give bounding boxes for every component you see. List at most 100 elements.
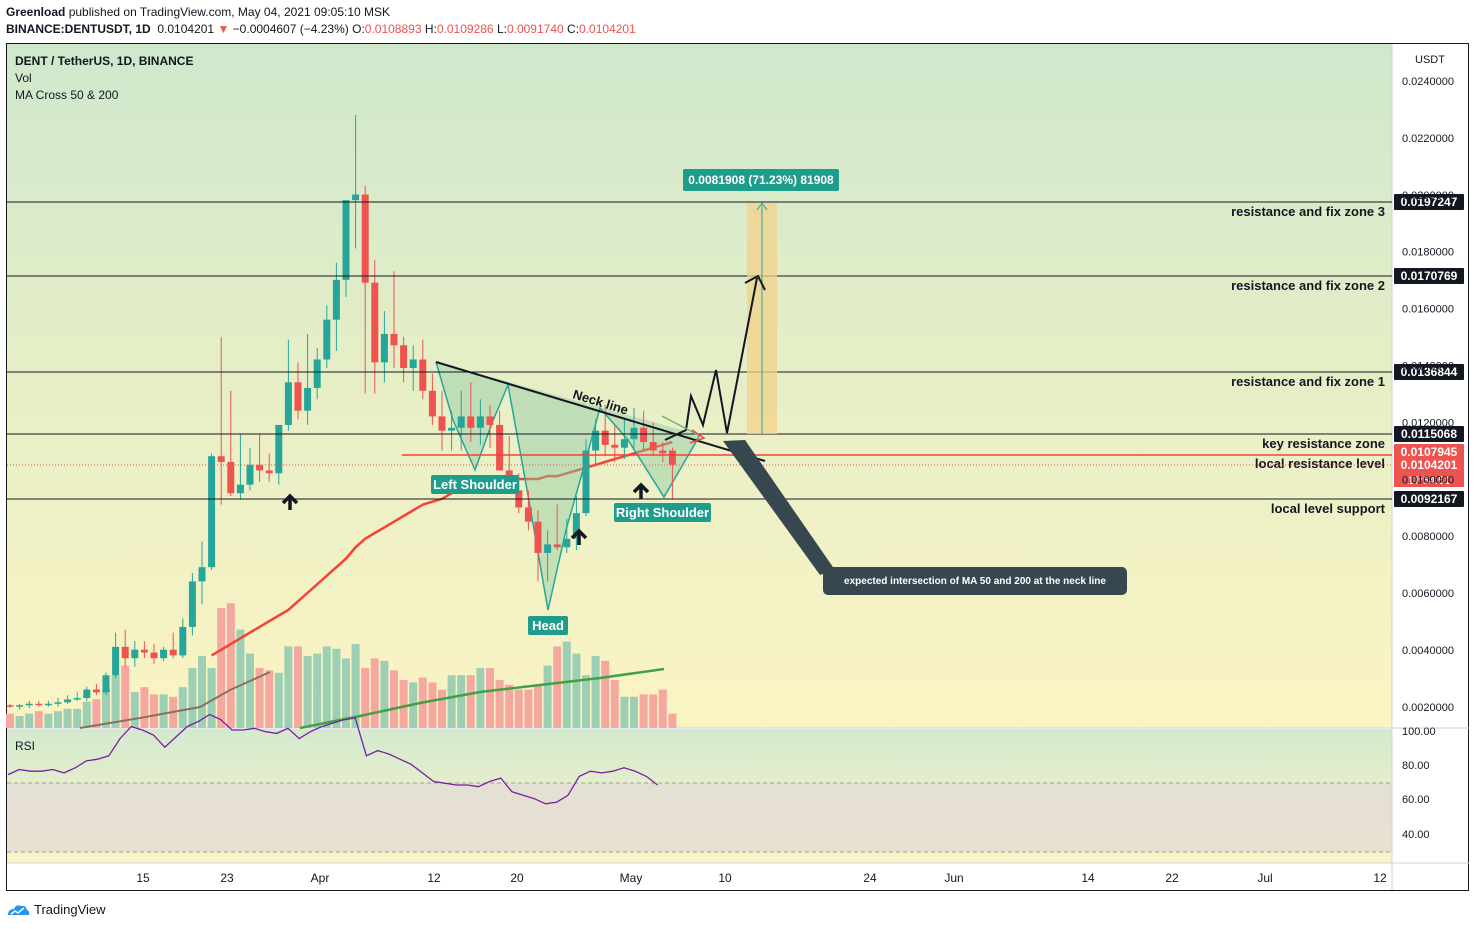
volume-bar (649, 694, 658, 728)
candle-body (419, 359, 427, 391)
level-price-tag (1394, 268, 1464, 284)
up-arrow-icon (570, 528, 588, 545)
measure-arrowhead (756, 202, 768, 211)
time-tick-label: 14 (1081, 871, 1095, 885)
candle-body (83, 689, 91, 699)
candle-body (630, 427, 638, 440)
candle-body (188, 581, 196, 627)
projection-path (664, 277, 758, 441)
volume-bar (342, 658, 350, 728)
legend-title: DENT / TetherUS, 1D, BINANCE (15, 54, 193, 68)
volume-bar (236, 629, 245, 728)
volume-bar (457, 675, 466, 728)
candle-body (582, 450, 590, 514)
close-value: 0.0104201 (579, 22, 636, 36)
time-tick-label: Jul (1257, 871, 1272, 885)
time-tick-label: 15 (136, 871, 150, 885)
up-arrow-icon (281, 493, 299, 510)
candle-body (246, 464, 254, 485)
ma200-line (299, 667, 665, 730)
price-tick-label: 0.0140000 (1402, 361, 1454, 373)
candle-body (457, 416, 465, 428)
candle-body (179, 626, 187, 656)
level-price-tag (1394, 364, 1464, 380)
candle-body (544, 544, 552, 553)
volume-bar (284, 646, 293, 728)
time-tick-label: 12 (1373, 871, 1387, 885)
rsi-tick-label: 100.00 (1402, 726, 1436, 738)
volume-bar (658, 689, 667, 728)
volume-bar (246, 653, 254, 728)
level-label: local resistance level (1255, 456, 1385, 471)
level-price-text: 0.0092167 (1401, 492, 1458, 506)
price-change: −0.0004607 (−4.23%) (232, 22, 349, 36)
rsi-tick-label: 40.00 (1402, 829, 1430, 841)
volume-bar (476, 668, 485, 728)
volume-bar (313, 653, 322, 728)
volume-bar (322, 646, 331, 728)
volume-bar (6, 713, 14, 728)
volume-bar (582, 675, 590, 728)
candle-body (620, 439, 628, 448)
last-price: 0.0104201 (157, 22, 215, 36)
rsi-tick-label: 80.00 (1402, 760, 1430, 772)
candle-body (659, 450, 667, 454)
volume-bar (111, 675, 120, 728)
volume-bar (178, 687, 187, 728)
level-price-text: 0.0136844 (1401, 365, 1458, 379)
candle-body (553, 544, 561, 548)
head-text: Head (532, 618, 564, 633)
candle-body (265, 470, 273, 474)
level-label: key resistance zone (1262, 436, 1385, 451)
ma-cross-arrowhead (689, 429, 706, 444)
candle-body (390, 333, 398, 346)
price-tick-label: 0.0220000 (1402, 133, 1454, 145)
volume-bar (303, 656, 312, 728)
candle-body (54, 702, 62, 704)
volume-bar (198, 656, 206, 728)
main-pane-bg (7, 44, 1392, 728)
volume-bar (390, 670, 398, 728)
open-value: 0.0108893 (364, 22, 422, 36)
volume-bar (121, 665, 130, 728)
candle-body (563, 538, 571, 548)
volume-bar (524, 689, 533, 728)
level-price-tag (1394, 194, 1464, 210)
candle-body (524, 507, 532, 522)
candle-body (198, 567, 206, 582)
publish-info: Greenload published on TradingView.com, … (6, 5, 390, 19)
volume-bar (34, 711, 43, 728)
volume-bar (217, 608, 226, 728)
current-price-text: 0.0104201 (1401, 458, 1458, 472)
legend-vol: Vol (15, 71, 32, 85)
candle-body (352, 194, 360, 201)
volume-bar (486, 668, 494, 728)
volume-bar (466, 675, 475, 728)
pattern-outline (435, 361, 701, 611)
publisher-name[interactable]: Greenload (6, 5, 66, 19)
ohlc-header: BINANCE:DENTUSDT, 1D 0.0104201 ▼ −0.0004… (6, 22, 636, 36)
candle-body (611, 444, 619, 448)
level-label: resistance and fix zone 2 (1231, 278, 1385, 293)
volume-bar (399, 680, 408, 728)
candle-body (323, 319, 331, 360)
candle-body (640, 427, 648, 443)
price-tick-label: 0.0180000 (1402, 247, 1454, 259)
price-tick-label: 0.0040000 (1402, 645, 1454, 657)
candle-body (169, 649, 177, 656)
candle-body (409, 359, 417, 369)
price-tick-label: 0.0080000 (1402, 531, 1454, 543)
ma-cross-arrow (661, 415, 701, 437)
neck-line (435, 361, 766, 462)
volume-bar (54, 711, 62, 728)
volume-bar (553, 646, 562, 728)
candle-body (112, 646, 120, 676)
level-price-text: 0.0197247 (1401, 195, 1458, 209)
time-tick-label: Jun (944, 871, 963, 885)
volume-bar (447, 675, 456, 728)
candle-body (140, 649, 148, 653)
tradingview-logo[interactable]: TradingView (6, 902, 106, 917)
candle-body (400, 345, 408, 369)
time-tick-label: 22 (1165, 871, 1179, 885)
